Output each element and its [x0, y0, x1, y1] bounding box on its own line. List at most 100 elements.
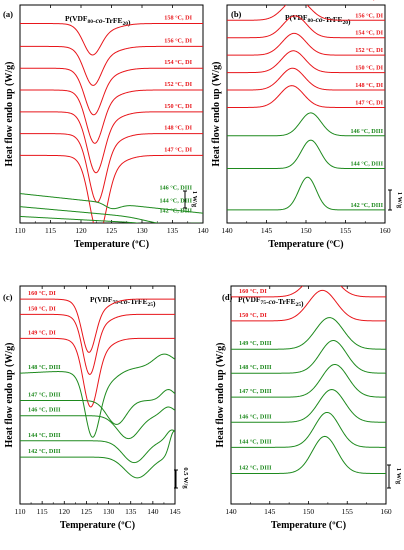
- scale-bar-label: 1 W/g: [191, 191, 198, 208]
- curve-label: 148 °C, DIII: [239, 364, 272, 371]
- y-axis-label: Heat flow endo up (W/g): [211, 62, 222, 167]
- x-axis-label: Temperature (ºC): [60, 520, 135, 531]
- panel-title: P(VDF75-co-TrFE25): [238, 295, 304, 308]
- x-tick-label: 115: [45, 226, 56, 235]
- curve-di: [20, 298, 175, 353]
- curve-di: [20, 89, 203, 144]
- x-tick-label: 150: [303, 507, 315, 516]
- x-tick-label: 135: [125, 507, 137, 516]
- curve-di: [20, 23, 203, 56]
- curve-di: [20, 45, 203, 86]
- x-axis-label: Temperature (ºC): [74, 239, 149, 250]
- curve-diii: [231, 339, 386, 374]
- curve-label: 146 °C, DIII: [159, 185, 192, 192]
- curve-di: [227, 15, 385, 39]
- curve-label: 156 °C, DI: [355, 12, 383, 19]
- curve-label: 148 °C, DIII: [28, 364, 61, 371]
- curve-label: 142 °C, DIII: [159, 207, 192, 214]
- curve-label: 150 °C, DI: [355, 65, 383, 72]
- panel-b: 140 145 150 155 160 Temperature (ºC) Heat flow…: [211, 0, 403, 250]
- x-tick-label: 140: [225, 507, 237, 516]
- y-axis-label: Heat flow endo up (W/g): [215, 343, 226, 448]
- curve-di: [20, 154, 203, 223]
- panel-a: 110 115 120 125 130 135 140 Temperature (ºC) Hea…: [3, 4, 209, 250]
- curve-diii: [231, 317, 386, 350]
- curve-label: 147 °C, DIII: [239, 388, 272, 395]
- x-tick-label: 130: [103, 507, 115, 516]
- panel-title: P(VDF80-co-TrFE20): [65, 14, 131, 27]
- x-tick-label: 145: [169, 507, 181, 516]
- curve-diii: [227, 112, 385, 137]
- x-tick-label: 145: [264, 507, 276, 516]
- x-tick-label: 115: [37, 507, 48, 516]
- curve-label: 150 °C, DI: [239, 312, 267, 319]
- x-tick-label: 125: [106, 226, 118, 235]
- curve-label: 149 °C, DIII: [239, 340, 272, 347]
- curve-diii: [20, 429, 175, 464]
- curve-diii: [20, 430, 175, 479]
- curve-label: 152 °C, DI: [355, 47, 383, 54]
- scale-bar-label: 0.5 W/g: [182, 467, 189, 489]
- curve-di: [227, 5, 385, 21]
- panel-label: (a): [3, 9, 13, 19]
- curve-label: 142 °C, DIII: [350, 202, 383, 209]
- x-tick-label: 140: [197, 226, 209, 235]
- curve-di: [20, 313, 175, 375]
- x-tick-label: 125: [81, 507, 93, 516]
- x-tick-label: 130: [136, 226, 148, 235]
- curve-di: [20, 111, 203, 174]
- curve-label: 150 °C, DI: [28, 305, 56, 312]
- curve-diii: [20, 215, 142, 223]
- curve-diii: [231, 435, 386, 474]
- panel-title: P(VDF75-co-TrFE25): [90, 295, 156, 308]
- curve-label: 160 °C, DI: [28, 290, 56, 297]
- curve-diii: [227, 176, 385, 211]
- curve-label: 147 °C, DIII: [28, 391, 61, 398]
- curve-diii: [227, 139, 385, 169]
- curve-diii: [231, 389, 386, 423]
- x-tick-label: 150: [300, 226, 312, 235]
- panel-label: (b): [231, 9, 242, 19]
- curve-label: 144 °C, DIII: [239, 438, 272, 445]
- curve-di: [231, 286, 386, 298]
- curve-diii: [231, 363, 386, 398]
- x-tick-label: 160: [380, 507, 392, 516]
- x-tick-label: 135: [167, 226, 179, 235]
- curve-label: 154 °C, DI: [355, 30, 383, 37]
- x-tick-label: 140: [147, 507, 159, 516]
- curve-diii: [20, 206, 203, 223]
- x-tick-label: 120: [75, 226, 87, 235]
- curve-label: 156 °C, DI: [164, 37, 192, 44]
- scale-bar-label: 1 W/g: [396, 192, 403, 209]
- curve-diii: [20, 353, 175, 438]
- curve-label: 147 °C, DI: [164, 146, 192, 153]
- panel-d: 140 145 150 155 160 Temperature (ºC) Heat flow…: [215, 285, 402, 531]
- y-axis-label: Heat flow endo up (W/g): [4, 343, 15, 448]
- curve-di: [227, 50, 385, 74]
- curve-label: 160 °C, DI: [239, 288, 267, 295]
- curve-label: 146 °C, DIII: [28, 407, 61, 414]
- curve-label: 148 °C, DI: [355, 82, 383, 89]
- curve-label: 146 °C, DIII: [350, 128, 383, 135]
- curve-label: 144 °C, DIII: [159, 198, 192, 205]
- curve-label: 149 °C, DI: [28, 329, 56, 336]
- x-tick-label: 155: [342, 507, 354, 516]
- curve-di: [20, 67, 203, 116]
- panel-c: 110 115 120 125 130 135 140 145 Temperature (ºC)…: [3, 285, 189, 531]
- curve-label: 144 °C, DIII: [28, 432, 61, 439]
- x-tick-label: 110: [15, 507, 26, 516]
- curve-di: [227, 32, 385, 56]
- x-axis-label: Temperature (ºC): [268, 239, 343, 250]
- y-axis-label: Heat flow endo up (W/g): [4, 62, 15, 167]
- curve-label: 158 °C, DI: [355, 0, 383, 2]
- x-tick-label: 145: [261, 226, 273, 235]
- x-tick-label: 120: [59, 507, 71, 516]
- scale-bar-label: 1 W/g: [395, 468, 402, 485]
- curve-di: [227, 67, 385, 91]
- curve-label: 150 °C, DI: [164, 103, 192, 110]
- curve-di: [227, 85, 385, 108]
- panel-label: (c): [3, 292, 13, 302]
- curve-di: [20, 337, 175, 408]
- curve-label: 148 °C, DI: [164, 125, 192, 132]
